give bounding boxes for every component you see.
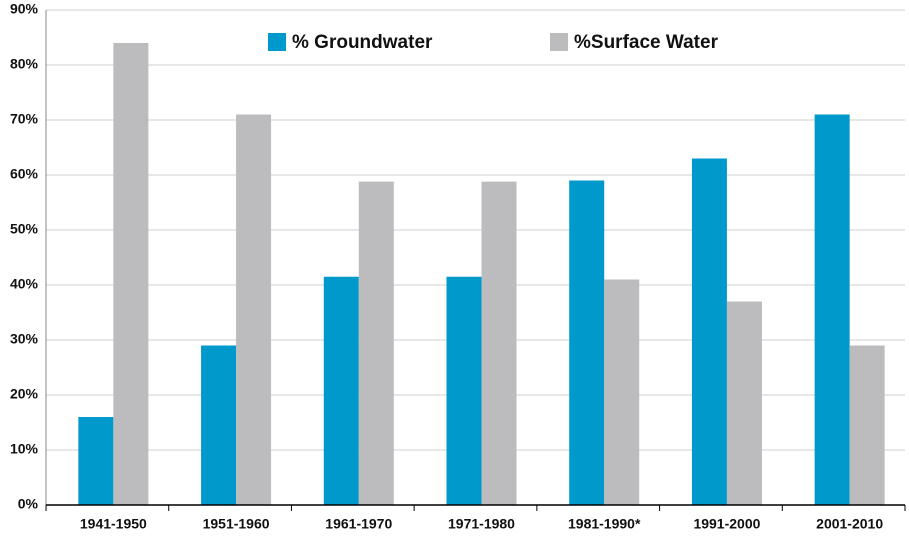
bar	[323, 276, 359, 505]
bar	[691, 158, 727, 505]
bar	[481, 181, 517, 505]
x-tick-label: 1961-1970	[325, 516, 392, 532]
bar	[849, 345, 885, 505]
bar	[814, 114, 850, 505]
bar	[78, 417, 114, 505]
bar	[446, 276, 482, 505]
legend-swatch	[550, 33, 568, 51]
bar	[726, 301, 762, 505]
x-tick-label: 2001-2010	[816, 516, 883, 532]
bar	[358, 181, 394, 505]
bar	[201, 345, 237, 505]
y-tick-label: 90%	[10, 1, 39, 17]
legend-swatch	[268, 33, 286, 51]
y-tick-label: 0%	[18, 496, 39, 512]
y-tick-label: 40%	[10, 276, 39, 292]
y-tick-label: 20%	[10, 386, 39, 402]
x-tick-label: 1981-1990*	[568, 516, 641, 532]
legend-text: % Groundwater	[292, 32, 433, 53]
y-tick-label: 70%	[10, 111, 39, 127]
bar	[113, 43, 149, 505]
bar	[236, 114, 272, 505]
x-tick-label: 1941-1950	[80, 516, 147, 532]
bar	[604, 279, 640, 505]
x-tick-label: 1971-1980	[448, 516, 515, 532]
bar	[569, 180, 605, 505]
y-tick-label: 30%	[10, 331, 39, 347]
y-tick-label: 60%	[10, 166, 39, 182]
legend-text: %Surface Water	[574, 32, 719, 53]
y-tick-label: 10%	[10, 441, 39, 457]
x-tick-label: 1991-2000	[693, 516, 760, 532]
y-tick-label: 50%	[10, 221, 39, 237]
x-tick-label: 1951-1960	[203, 516, 270, 532]
y-tick-label: 80%	[10, 56, 39, 72]
